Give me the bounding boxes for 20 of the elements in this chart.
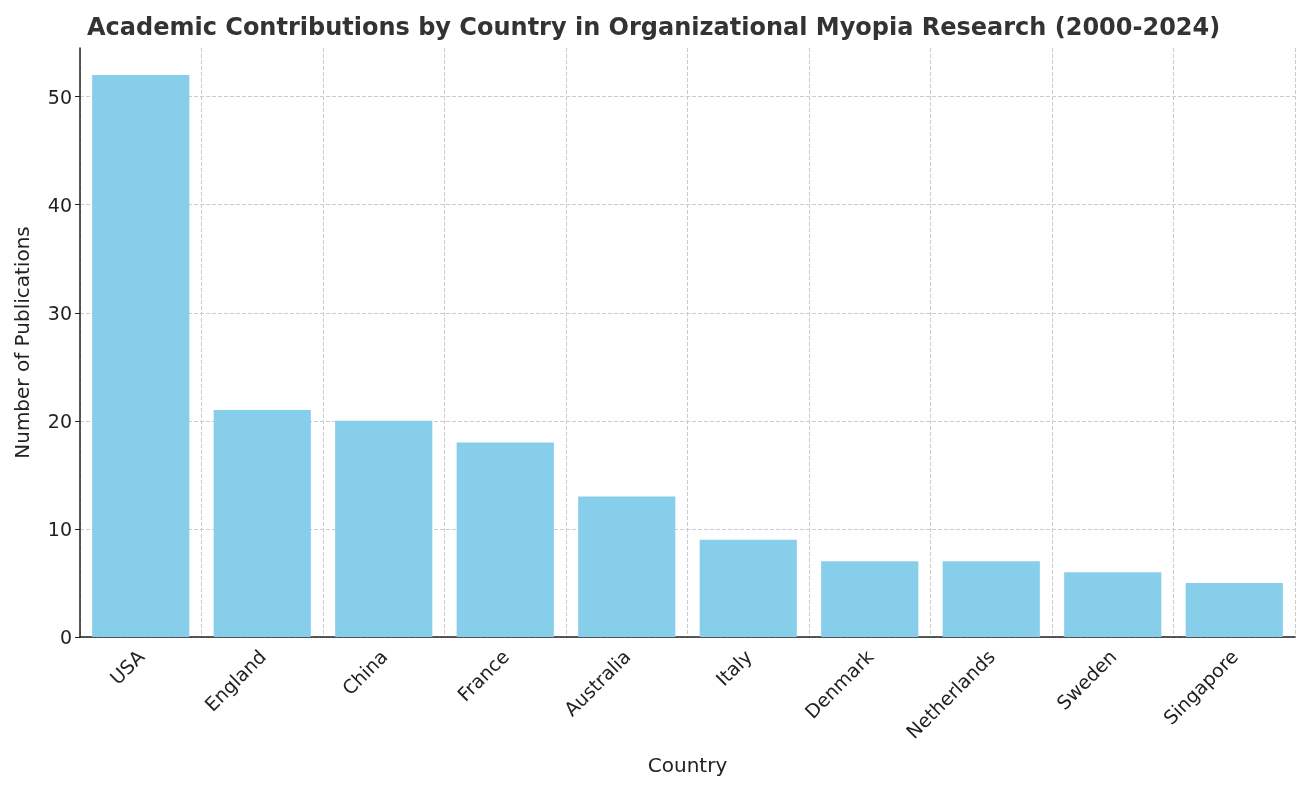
bar bbox=[942, 561, 1040, 637]
bar bbox=[213, 410, 311, 637]
y-axis-title: Number of Publications bbox=[10, 226, 34, 459]
bar bbox=[456, 442, 554, 637]
bar bbox=[335, 420, 433, 637]
y-tick-label: 40 bbox=[47, 193, 72, 216]
y-tick-label: 20 bbox=[47, 409, 72, 432]
bar bbox=[699, 539, 797, 637]
y-tick-label: 30 bbox=[47, 301, 72, 324]
chart-title: Academic Contributions by Country in Organizational Myopia Research (2000-2024) bbox=[87, 13, 1221, 41]
y-tick-label: 0 bbox=[59, 626, 72, 648]
x-axis-title: Country bbox=[647, 753, 728, 777]
bar bbox=[821, 561, 919, 637]
bar bbox=[1185, 582, 1283, 637]
y-tick-label: 50 bbox=[47, 85, 72, 108]
bar bbox=[92, 75, 190, 637]
bar bbox=[578, 496, 676, 637]
bar bbox=[1064, 572, 1162, 637]
x-tick-label: USA bbox=[105, 645, 149, 689]
y-tick-label: 10 bbox=[47, 517, 72, 540]
